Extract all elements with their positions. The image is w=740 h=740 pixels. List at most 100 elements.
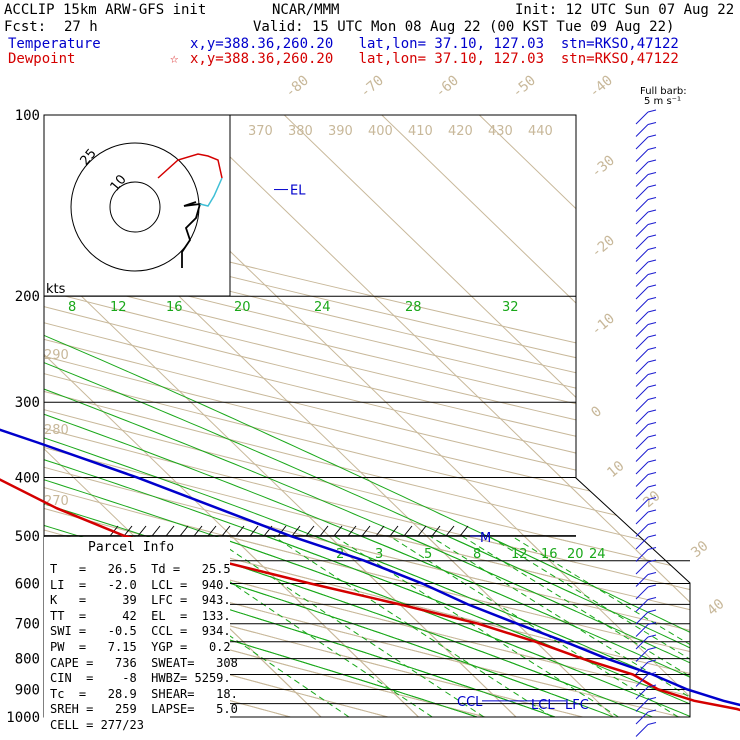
temperature-location: x,y=388.36,260.20 lat,lon= 37.10, 127.03…: [190, 36, 679, 52]
mixing-ratio-label: 24: [314, 300, 331, 315]
isotherm-line: [283, 115, 576, 399]
hodograph-trace-low: [181, 201, 202, 268]
wind-barb: [635, 111, 649, 125]
parcel-info-row: K = 39 LFC = 943.: [50, 593, 231, 608]
wind-barb: [635, 474, 649, 487]
pressure-tick-label: 500: [15, 529, 40, 545]
mixing-ratio-label: 8: [68, 300, 76, 315]
hatch-mark: [333, 525, 343, 537]
moist-adiabat-label: 440: [528, 124, 553, 139]
wind-barb: [635, 311, 649, 325]
wind-barb: [635, 199, 649, 212]
isotherm-line: [283, 478, 690, 717]
moist-adiabat-line: [230, 478, 653, 717]
wind-barb-flag: [647, 622, 657, 625]
parcel-info-title: Parcel Info: [88, 540, 175, 555]
wind-barb-flag: [647, 122, 657, 125]
hodograph-ring-inner: [109, 181, 161, 233]
wind-barb-flag: [647, 722, 657, 725]
wind-barb-flag: [647, 134, 657, 138]
mixing-ratio-line: [297, 478, 679, 717]
wind-barb-flag: [647, 422, 657, 425]
parcel-info-row: CIN = -8 HWBZ= 5259.: [50, 671, 231, 686]
hatch-mark: [403, 525, 413, 537]
wind-barb: [635, 149, 649, 162]
wind-barb: [635, 249, 649, 262]
isotherm-label: 0: [588, 403, 605, 421]
isotherm-label: -80: [282, 73, 312, 102]
hatch-mark: [361, 525, 371, 537]
pressure-tick-label: 1000: [6, 710, 40, 726]
wind-barb-flag: [647, 209, 657, 213]
wind-barb: [635, 174, 649, 187]
wind-barb: [635, 686, 649, 700]
isotherm-line: [230, 478, 517, 717]
moist-adiabat-line: [230, 478, 478, 717]
fcst-label: Fcst:: [4, 19, 47, 35]
valid-time: Valid: 15 UTC Mon 08 Aug 22 (00 KST Tue …: [253, 19, 675, 35]
wind-barb: [635, 574, 649, 587]
wind-barb-flag: [647, 522, 657, 525]
wind-barb: [635, 424, 649, 437]
wind-barb-flag: [647, 197, 657, 200]
isotherm-line: [381, 115, 576, 304]
moist-adiabat-label: 380: [288, 124, 313, 139]
parcel-info-row: SWI = -0.5 CCL = 934.: [50, 624, 231, 639]
mixing-ratio-label: 8: [473, 547, 481, 562]
wind-barb: [635, 486, 649, 500]
hodograph-unit: kts: [46, 282, 66, 297]
wind-barb-flag: [647, 347, 657, 350]
isotherm-label: -50: [509, 73, 539, 102]
wind-barb-flag: [647, 272, 657, 275]
hatch-mark: [319, 525, 329, 537]
mixing-ratio-label: 2: [336, 547, 344, 562]
wind-barb-flag: [647, 597, 657, 600]
dry-adiabat-line: [44, 274, 576, 405]
wind-barb: [635, 324, 649, 337]
wind-barb: [635, 499, 649, 512]
parcel-info-row: LI = -2.0 LCL = 940.: [50, 577, 231, 592]
dry-adiabat-line: [44, 322, 576, 454]
wind-barb: [635, 611, 649, 625]
mixing-ratio-label: 12: [511, 547, 528, 562]
wind-barb: [635, 274, 649, 287]
dewpoint-legend: Dewpoint: [8, 51, 76, 67]
wind-barb: [635, 261, 649, 275]
wind-barb-flag: [647, 372, 657, 375]
mixing-ratio-line: [394, 478, 690, 717]
hatch-mark: [235, 525, 245, 537]
wind-barb: [635, 161, 649, 175]
temperature-legend: Temperature: [8, 36, 101, 52]
wind-barb-flag: [647, 459, 657, 463]
pressure-tick-label: 400: [15, 470, 40, 486]
mixing-ratio-label: 24: [589, 547, 606, 562]
wind-barb-flag: [647, 222, 657, 225]
wind-barb-flag: [647, 309, 657, 313]
wind-barb: [635, 449, 649, 462]
wind-barb: [635, 411, 649, 425]
parcel-info-row: CELL = 277/23: [50, 718, 144, 732]
lfc-label: LFC: [565, 698, 589, 713]
isotherm-label: 40: [704, 596, 727, 619]
wind-barb: [635, 599, 649, 612]
hatch-mark: [431, 525, 441, 537]
wind-barb-flag: [647, 659, 657, 663]
wind-barb-flag: [647, 184, 657, 188]
pressure-tick-label: 700: [15, 617, 40, 633]
hatch-mark: [193, 525, 203, 537]
wind-barb-flag: [647, 572, 657, 575]
dry-adiabat-line: [44, 290, 576, 421]
wind-barb: [635, 586, 649, 600]
moist-adiabat-label: 390: [328, 124, 353, 139]
hatch-mark: [445, 525, 455, 537]
wind-barb: [635, 186, 649, 200]
hatch-mark: [165, 525, 175, 537]
level-markers: EL M CCL LCL LFC: [274, 184, 589, 713]
isotherm-label: 10: [604, 458, 627, 481]
moist-adiabat-label: 430: [488, 124, 513, 139]
wind-barb: [635, 124, 649, 137]
wind-barb-flag: [647, 684, 657, 688]
hatch-mark: [137, 525, 147, 537]
